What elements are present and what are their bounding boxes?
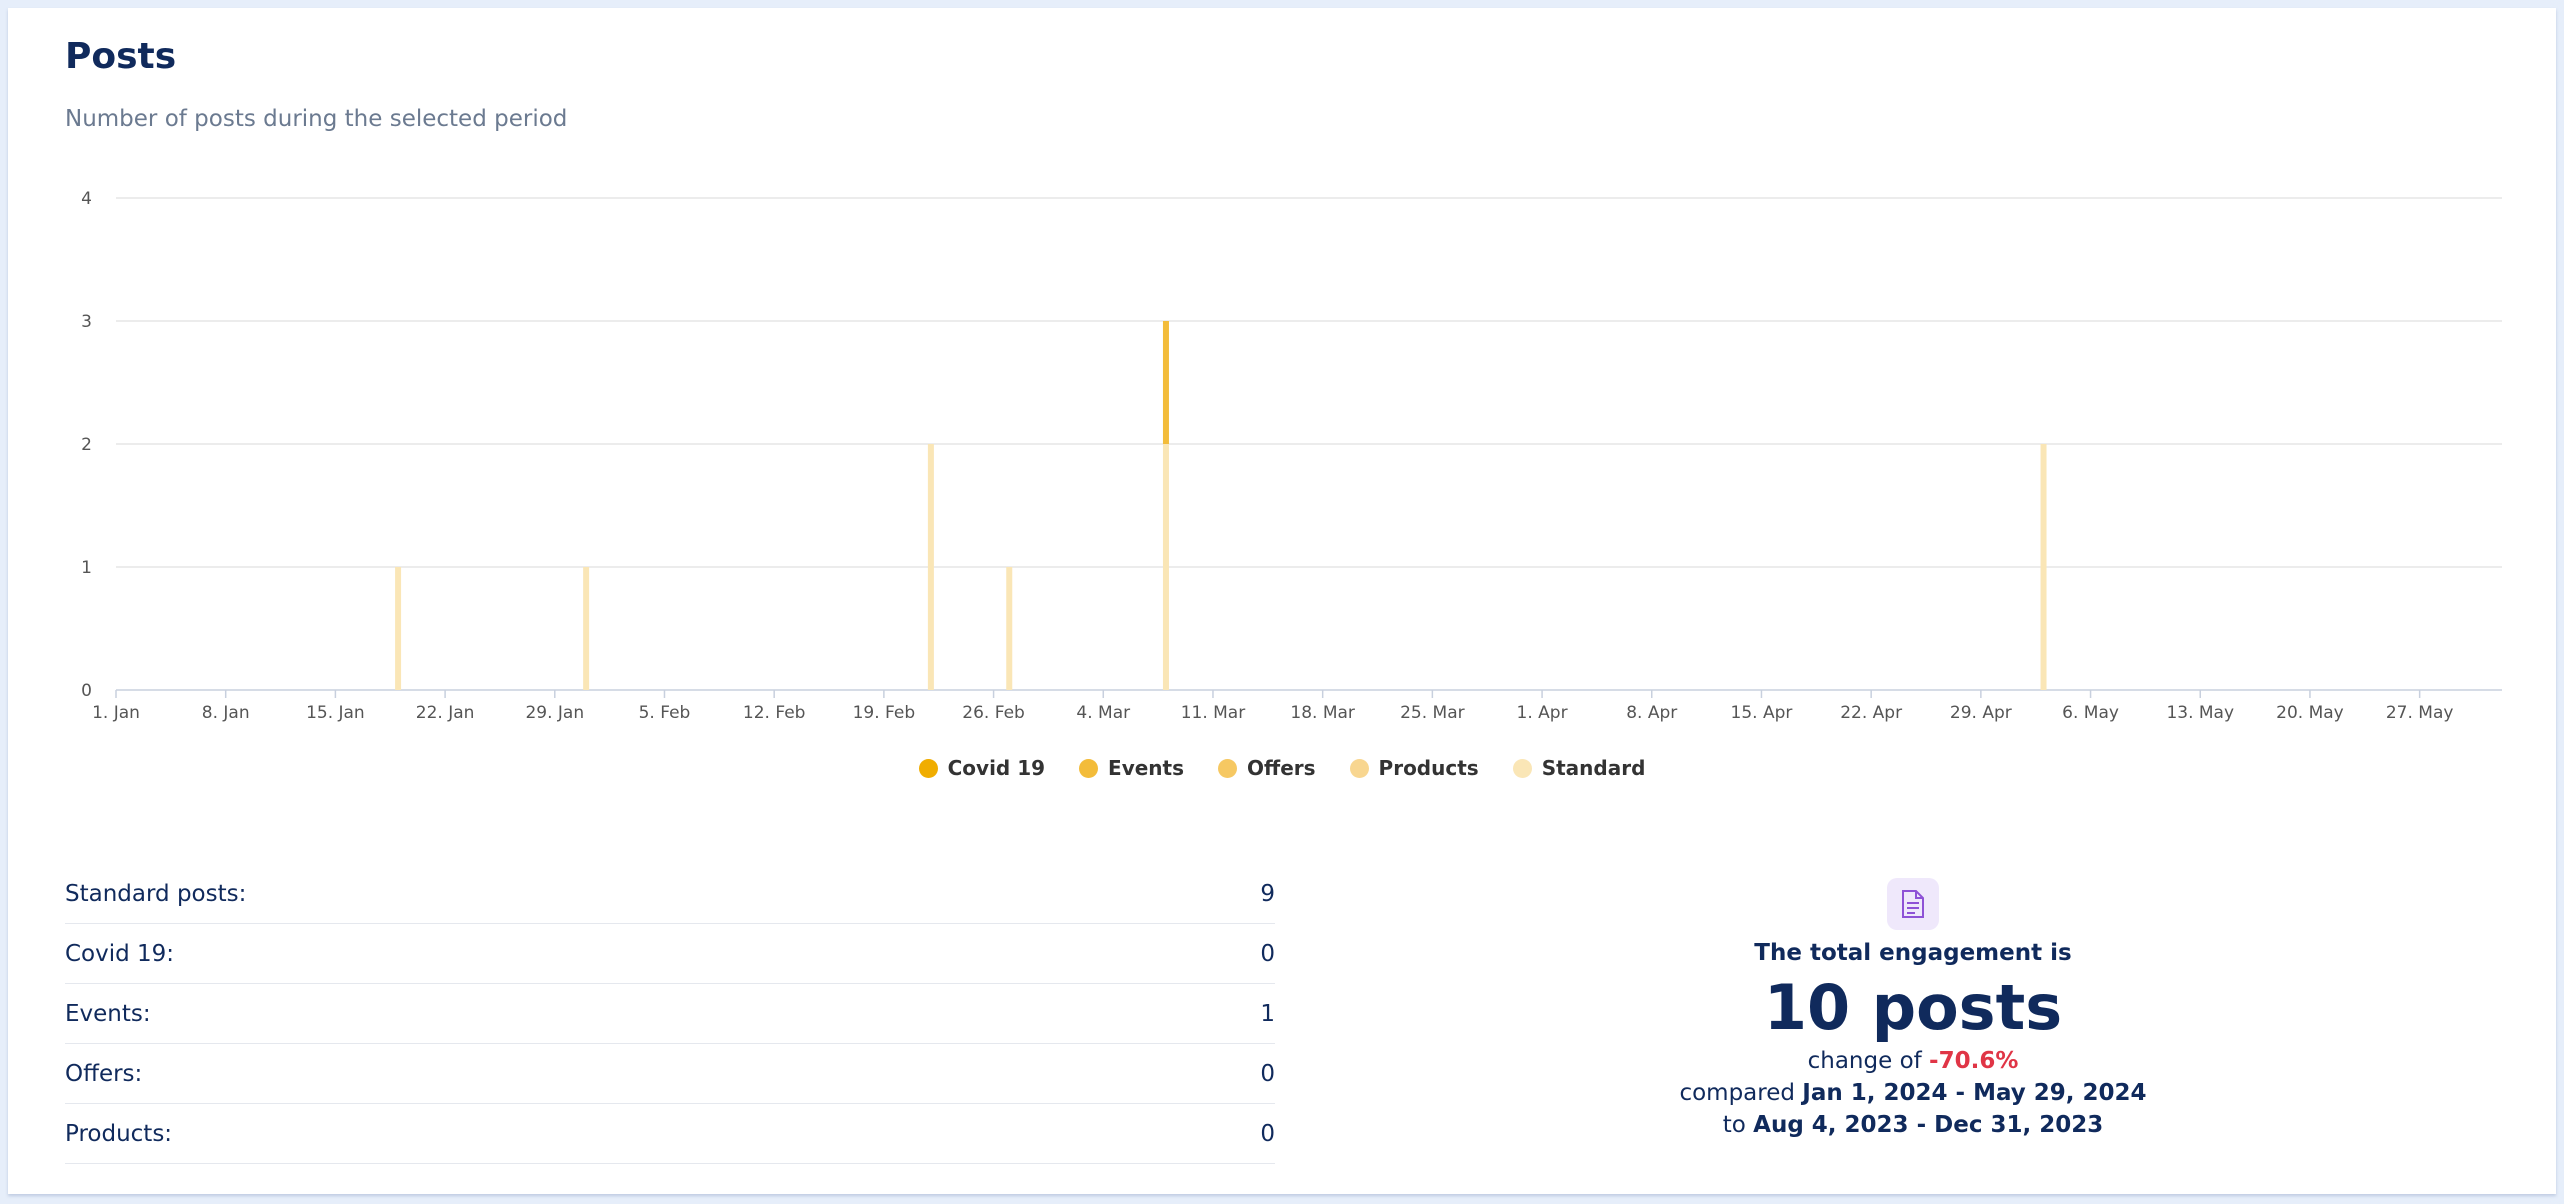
stat-value: 0 [1260, 1120, 1275, 1147]
bar [2040, 444, 2047, 690]
y-tick-label: 0 [81, 681, 92, 701]
stats-table: Standard posts: 9 Covid 19: 0 Events: 1 … [65, 864, 1275, 1164]
legend-marker [1512, 758, 1532, 778]
x-tick-label: 20. May [2276, 703, 2344, 723]
compared-line: compared Jan 1, 2024 - May 29, 2024 [1538, 1080, 2288, 1106]
stat-row-offers: Offers: 0 [65, 1044, 1275, 1104]
compared-prefix: compared [1679, 1080, 1795, 1107]
engagement-value: 10 posts [1763, 971, 2063, 1044]
stat-label: Standard posts: [65, 880, 247, 907]
x-tick-label: 4. Mar [1076, 703, 1130, 723]
legend-marker [1218, 758, 1237, 778]
x-tick-label: 29. Apr [1950, 703, 2012, 723]
legend-label: Events [1108, 756, 1184, 780]
legend-item[interactable]: Products [1349, 756, 1479, 780]
bar [395, 567, 402, 690]
chart-legend: Covid 19 Events Offers Products Standard [8, 756, 2556, 780]
x-tick-label: 11. Mar [1181, 703, 1246, 723]
bar [1006, 567, 1013, 690]
x-tick-label: 1. Jan [92, 703, 140, 723]
legend-label: Products [1378, 756, 1479, 780]
stat-label: Events: [65, 1000, 151, 1027]
legend-item[interactable]: Events [1079, 756, 1184, 780]
x-tick-label: 12. Feb [743, 703, 806, 723]
x-tick-label: 8. Jan [202, 703, 250, 723]
y-tick-label: 1 [81, 558, 92, 578]
stat-label: Offers: [65, 1060, 143, 1087]
stat-value: 0 [1260, 940, 1275, 967]
stat-label: Covid 19: [65, 940, 175, 967]
page-subtitle: Number of posts during the selected peri… [65, 106, 568, 132]
compared-range: Jan 1, 2024 - May 29, 2024 [1802, 1080, 2147, 1107]
to-range: Aug 4, 2023 - Dec 31, 2023 [1753, 1112, 2104, 1139]
x-tick-label: 6. May [2062, 703, 2119, 723]
engagement-label: The total engagement is [1754, 940, 2072, 966]
engagement-summary: The total engagement is 10 posts change … [1538, 878, 2288, 1138]
legend-label: Offers [1247, 756, 1316, 780]
legend-marker [1079, 758, 1099, 778]
bar [1162, 321, 1169, 444]
x-tick-label: 1. Apr [1517, 703, 1568, 723]
x-tick-label: 19. Feb [853, 703, 916, 723]
posts-chart: 0 1 2 3 4 1. Jan 8. Jan 15. Jan 22. Jan 29. Jan 5.… [81, 189, 2502, 723]
legend-item[interactable]: Covid 19 [918, 756, 1046, 780]
x-tick-label: 22. Apr [1840, 703, 1902, 723]
posts-card: Posts Number of posts during the selecte… [8, 8, 2556, 1194]
change-value: -70.6% [1929, 1048, 2019, 1075]
to-line: to Aug 4, 2023 - Dec 31, 2023 [1538, 1112, 2288, 1138]
stat-value: 1 [1260, 1000, 1275, 1027]
x-tick-label: 22. Jan [416, 703, 475, 723]
x-tick-label: 18. Mar [1290, 703, 1355, 723]
legend-item[interactable]: Standard [1512, 756, 1646, 780]
page-title: Posts [65, 36, 177, 77]
legend-label: Standard [1541, 756, 1646, 780]
stat-row-standard: Standard posts: 9 [65, 864, 1275, 924]
x-tick-label: 5. Feb [639, 703, 691, 723]
x-tick-label: 25. Mar [1400, 703, 1465, 723]
legend-marker [918, 758, 938, 778]
legend-label: Covid 19 [947, 756, 1046, 780]
x-tick-label: 13. May [2166, 703, 2234, 723]
bar [927, 444, 934, 690]
change-prefix: change of [1807, 1048, 1922, 1075]
change-line: change of -70.6% [1538, 1048, 2288, 1074]
y-tick-label: 3 [81, 312, 92, 332]
x-tick-label: 15. Jan [306, 703, 365, 723]
stat-row-covid: Covid 19: 0 [65, 924, 1275, 984]
x-tick-label: 15. Apr [1731, 703, 1793, 723]
x-tick-label: 26. Feb [962, 703, 1025, 723]
bar [1162, 444, 1169, 690]
y-tick-label: 4 [81, 189, 92, 209]
legend-item[interactable]: Offers [1218, 756, 1316, 780]
document-icon [1887, 878, 1939, 930]
y-tick-label: 2 [81, 435, 92, 455]
stat-value: 0 [1260, 1060, 1275, 1087]
stat-label: Products: [65, 1120, 173, 1147]
bar [583, 567, 590, 690]
x-tick-label: 8. Apr [1626, 703, 1677, 723]
legend-marker [1349, 758, 1369, 778]
to-prefix: to [1722, 1112, 1746, 1139]
stat-row-products: Products: 0 [65, 1104, 1275, 1164]
stat-row-events: Events: 1 [65, 984, 1275, 1044]
x-tick-label: 29. Jan [525, 703, 584, 723]
stat-value: 9 [1260, 880, 1275, 907]
x-tick-label: 27. May [2386, 703, 2454, 723]
